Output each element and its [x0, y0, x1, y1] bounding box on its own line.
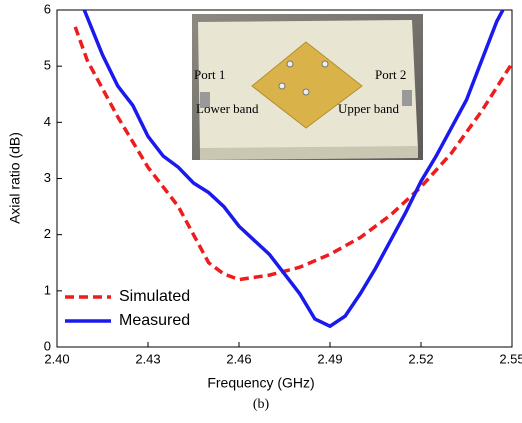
inset-photo: Port 1 Port 2 Lower band Upper band — [192, 14, 423, 160]
caption: (b) — [253, 397, 270, 412]
x-tick-label: 2.43 — [135, 351, 160, 366]
annotation: Upper band — [338, 101, 400, 116]
y-tick-label: 0 — [44, 338, 51, 353]
plot-area — [73, 10, 512, 329]
annotation: Lower band — [196, 101, 259, 116]
annotation: Port 2 — [375, 67, 406, 82]
legend-label: Simulated — [119, 288, 190, 305]
x-tick-label: 2.49 — [317, 351, 342, 366]
y-tick-label: 2 — [44, 226, 51, 241]
x-tick-label: 2.52 — [408, 351, 433, 366]
series-line — [73, 26, 512, 282]
y-tick-label: 6 — [44, 1, 51, 16]
x-tick-label: 2.55 — [499, 351, 522, 366]
y-tick-label: 1 — [44, 282, 51, 297]
x-axis-label: Frequency (GHz) — [207, 375, 314, 391]
series-line — [82, 10, 505, 329]
y-tick-label: 3 — [44, 170, 51, 185]
y-tick-label: 4 — [44, 114, 51, 129]
legend-label: Measured — [119, 312, 190, 329]
x-tick-label: 2.40 — [44, 351, 69, 366]
y-tick-label: 5 — [44, 58, 51, 73]
x-tick-label: 2.46 — [226, 351, 251, 366]
y-axis-label: Axial ratio (dB) — [7, 132, 23, 224]
annotation: Port 1 — [194, 67, 225, 82]
